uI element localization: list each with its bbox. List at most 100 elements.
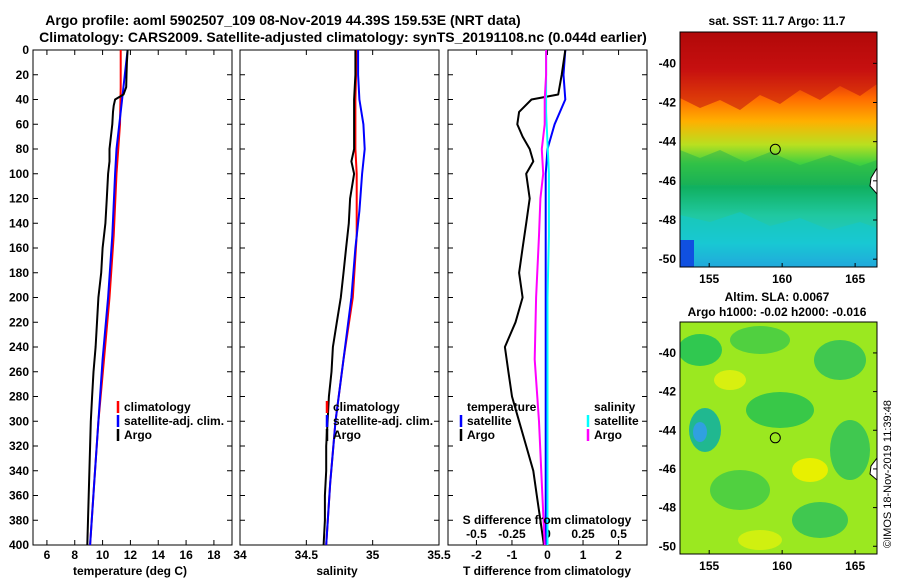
map-y-tick-label: -50 [659, 252, 677, 266]
series-line [544, 49, 567, 545]
legend-climatology: climatology [333, 400, 400, 414]
salinity-legend: climatology satellite-adj. clim. Argo [325, 400, 433, 442]
s-tick-label: 0.25 [571, 527, 595, 541]
sla-high-patch [738, 530, 782, 550]
legend-salinity-title: salinity [594, 400, 636, 414]
sla-low-patch [710, 470, 770, 510]
sla-low-patch [814, 340, 866, 380]
x-tick-label: 34 [233, 548, 247, 562]
y-tick-label: 0 [22, 43, 29, 57]
sst-map-title: sat. SST: 11.7 Argo: 11.7 [709, 14, 846, 28]
legend-satellite: satellite-adj. clim. [333, 414, 433, 428]
x-tick-label: 12 [124, 548, 138, 562]
map-y-tick-label: -44 [659, 135, 677, 149]
sla-low-patch [680, 334, 722, 366]
argo-position-marker [769, 143, 781, 155]
series-line [533, 50, 548, 546]
legend-argo: Argo [333, 428, 361, 442]
s-tick-label: -0.25 [498, 527, 526, 541]
sla-map-frame [679, 321, 878, 555]
s-difference-label: S difference from climatology [463, 513, 632, 527]
x-tick-label: 34.5 [295, 548, 319, 562]
x-tick-label: 2 [615, 548, 622, 562]
y-tick-label: 360 [9, 489, 29, 503]
sst-map-frame [679, 31, 878, 268]
x-tick-label: -2 [471, 548, 482, 562]
legend-t-argo: Argo [467, 428, 495, 442]
lines-layer [86, 49, 567, 546]
sst-warm-patch [680, 32, 877, 110]
sst-cool-patch [680, 212, 877, 267]
legend-argo: Argo [124, 428, 152, 442]
series-line [86, 49, 129, 546]
t-difference-xlabel: T difference from climatology [463, 564, 631, 578]
legend-t-satellite: satellite [467, 414, 512, 428]
series-line [322, 50, 357, 546]
y-tick-label: 200 [9, 291, 29, 305]
difference-legend: temperature satellite Argo salinity sate… [459, 400, 639, 442]
map-axes-layer: 155 160 165 -40 -42 -44 -46 -48 -50 155 160 165 -40 -… [659, 56, 877, 573]
x-tick-label: 10 [96, 548, 110, 562]
series-line [545, 50, 550, 545]
y-tick-label: 260 [9, 365, 29, 379]
argo-position-marker [769, 432, 781, 444]
x-tick-label: 0 [544, 548, 551, 562]
series-line [89, 49, 129, 546]
axes-layer: 0204060801001201401601802002202402602803… [9, 43, 647, 562]
map-x-tick-label: 160 [772, 559, 792, 573]
map-y-tick-label: -40 [659, 56, 677, 70]
legend-climatology: climatology [124, 400, 191, 414]
s-tick-label: -0.5 [466, 527, 487, 541]
sla-map [680, 322, 877, 554]
temperature-panel [32, 49, 233, 546]
y-tick-label: 340 [9, 464, 29, 478]
map-y-tick-label: -46 [659, 174, 677, 188]
x-tick-label: 14 [152, 548, 166, 562]
y-tick-label: 120 [9, 192, 29, 206]
title-line-2: Climatology: CARS2009. Satellite-adjuste… [39, 29, 647, 45]
y-tick-label: 320 [9, 439, 29, 453]
y-tick-label: 300 [9, 414, 29, 428]
map-x-tick-label: 155 [699, 272, 719, 286]
x-tick-label: -1 [507, 548, 518, 562]
y-tick-label: 100 [9, 167, 29, 181]
legend-s-satellite: satellite [594, 414, 639, 428]
salinity-xlabel: salinity [316, 564, 358, 578]
sst-cold-patch [680, 240, 694, 267]
x-tick-label: 18 [207, 548, 221, 562]
map-y-tick-label: -48 [659, 213, 677, 227]
map-y-tick-label: -42 [659, 96, 677, 110]
map-y-tick-label: -40 [659, 346, 677, 360]
x-tick-label: 35.5 [427, 548, 451, 562]
s-tick-label: 0.5 [610, 527, 627, 541]
temperature-xlabel: temperature (deg C) [73, 564, 187, 578]
salinity-panel [239, 49, 440, 546]
y-tick-label: 40 [16, 93, 30, 107]
watermark: ©IMOS 18-Nov-2019 11:39:48 [882, 400, 894, 548]
map-y-tick-label: -46 [659, 462, 677, 476]
map-x-tick-label: 155 [699, 559, 719, 573]
sla-high-patch [714, 370, 746, 390]
series-line [325, 50, 366, 546]
y-tick-label: 380 [9, 513, 29, 527]
map-x-tick-label: 165 [845, 559, 865, 573]
y-tick-label: 140 [9, 216, 29, 230]
sla-lowest-patch [693, 422, 707, 442]
y-tick-label: 220 [9, 315, 29, 329]
y-tick-label: 80 [16, 142, 30, 156]
x-tick-label: 16 [179, 548, 193, 562]
sla-high-patch [792, 458, 828, 482]
map-y-tick-label: -44 [659, 423, 677, 437]
map-x-tick-label: 160 [772, 272, 792, 286]
y-tick-label: 20 [16, 68, 30, 82]
sst-mid-patch [680, 150, 877, 185]
map-y-tick-label: -50 [659, 539, 677, 553]
sla-map-subtitle: Argo h1000: -0.02 h2000: -0.016 [688, 305, 867, 319]
sla-low-patch [792, 502, 848, 538]
x-tick-label: 8 [71, 548, 78, 562]
sla-low-patch [730, 326, 790, 354]
y-tick-label: 60 [16, 117, 30, 131]
y-tick-label: 280 [9, 390, 29, 404]
sla-map-title: Altim. SLA: 0.0067 [725, 290, 830, 304]
